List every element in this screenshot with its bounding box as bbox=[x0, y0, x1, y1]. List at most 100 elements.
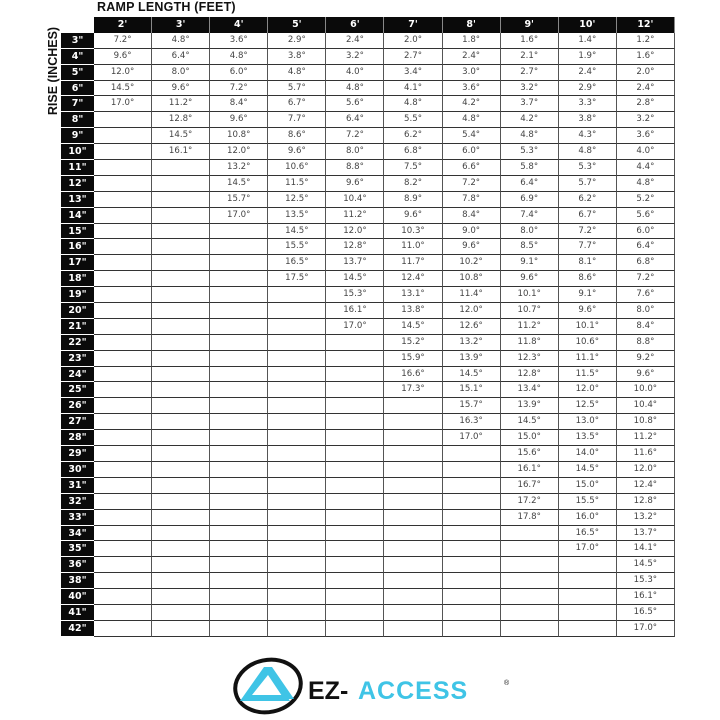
angle-cell: 11.4° bbox=[442, 287, 501, 304]
angle-cell bbox=[94, 207, 153, 224]
rise-label: 4" bbox=[61, 48, 94, 65]
angle-cell bbox=[152, 366, 211, 383]
angle-cell: 8.8° bbox=[326, 160, 385, 176]
angle-cell bbox=[326, 366, 385, 383]
angle-cell: 3.6° bbox=[210, 32, 269, 49]
angle-cell: 14.5° bbox=[152, 128, 211, 145]
angle-cell bbox=[268, 334, 327, 351]
angle-cell: 8.6° bbox=[558, 271, 617, 288]
angle-cell: 10.8° bbox=[210, 128, 269, 145]
angle-cell: 13.2° bbox=[442, 334, 501, 351]
angle-cell: 15.5° bbox=[268, 239, 327, 256]
angle-cell bbox=[558, 604, 617, 621]
angle-cell: 3.2° bbox=[326, 48, 385, 65]
angle-cell: 7.6° bbox=[616, 287, 675, 304]
angle-cell bbox=[94, 509, 153, 526]
angle-cell bbox=[268, 620, 327, 637]
table-row: 18" 17.5° 14.5° 12.4° 10.8° 9.6° 8.6° 7.2° bbox=[61, 271, 675, 288]
angle-cell: 9.6° bbox=[326, 175, 385, 192]
angle-cell: 9.6° bbox=[268, 144, 327, 161]
angle-cell bbox=[94, 430, 153, 447]
angle-cell bbox=[268, 414, 327, 431]
rise-label: 18" bbox=[61, 271, 94, 288]
angle-cell: 14.5° bbox=[94, 80, 153, 97]
angle-cell: 6.7° bbox=[558, 207, 617, 224]
rise-label: 3" bbox=[61, 32, 94, 49]
angle-cell bbox=[268, 541, 327, 558]
angle-cell: 2.9° bbox=[268, 32, 327, 49]
angle-cell: 5.6° bbox=[326, 96, 385, 113]
angle-cell bbox=[152, 509, 211, 526]
angle-cell bbox=[268, 525, 327, 542]
angle-cell bbox=[152, 620, 211, 637]
angle-cell: 3.6° bbox=[616, 128, 675, 145]
angle-cell bbox=[326, 557, 385, 574]
angle-cell: 11.1° bbox=[558, 350, 617, 367]
angle-cell: 6.4° bbox=[616, 239, 675, 256]
angle-cell bbox=[94, 128, 153, 145]
angle-cell: 7.5° bbox=[384, 160, 443, 176]
angle-cell: 16.1° bbox=[326, 303, 385, 319]
angle-cell bbox=[442, 589, 501, 605]
angle-cell bbox=[210, 398, 269, 415]
angle-cell: 4.8° bbox=[152, 32, 211, 49]
table-row: 40" 16.1° bbox=[61, 589, 675, 605]
angle-cell: 2.4° bbox=[326, 32, 385, 49]
angle-cell: 8.0° bbox=[326, 144, 385, 161]
angle-cell: 8.8° bbox=[616, 334, 675, 351]
angle-cell bbox=[94, 446, 153, 462]
angle-cell: 2.8° bbox=[616, 96, 675, 113]
angle-cell bbox=[152, 461, 211, 478]
angle-cell bbox=[326, 525, 385, 542]
angle-cell bbox=[500, 541, 559, 558]
logo-ring-icon bbox=[233, 657, 303, 715]
rise-label: 27" bbox=[61, 414, 94, 431]
angle-cell bbox=[152, 557, 211, 574]
table-row: 6" 14.5° 9.6° 7.2° 5.7° 4.8° 4.1° 3.6° 3.2° 2.9° 2… bbox=[61, 80, 675, 97]
table-row: 26" 15.7° 13.9° 12.5° 10.4° bbox=[61, 398, 675, 415]
angle-cell: 1.9° bbox=[558, 48, 617, 65]
angle-cell: 17.8° bbox=[500, 509, 559, 526]
angle-cell: 7.2° bbox=[558, 223, 617, 240]
angle-cell: 6.8° bbox=[616, 255, 675, 272]
angle-cell: 6.0° bbox=[210, 64, 269, 81]
angle-cell bbox=[326, 509, 385, 526]
column-header: 9' bbox=[500, 17, 559, 33]
angle-cell: 13.8° bbox=[384, 303, 443, 319]
angle-cell: 5.3° bbox=[558, 160, 617, 176]
angle-cell: 13.9° bbox=[500, 398, 559, 415]
angle-cell: 2.0° bbox=[616, 64, 675, 81]
rise-label: 41" bbox=[61, 604, 94, 621]
angle-cell: 11.2° bbox=[616, 430, 675, 447]
angle-cell: 8.0° bbox=[500, 223, 559, 240]
angle-cell: 11.6° bbox=[616, 446, 675, 462]
angle-cell: 12.0° bbox=[210, 144, 269, 161]
angle-cell: 9.1° bbox=[558, 287, 617, 304]
angle-cell: 9.6° bbox=[558, 303, 617, 319]
angle-cell: 15.9° bbox=[384, 350, 443, 367]
angle-cell: 17.3° bbox=[384, 382, 443, 399]
angle-cell: 14.5° bbox=[558, 461, 617, 478]
angle-cell: 10.2° bbox=[442, 255, 501, 272]
angle-cell: 4.1° bbox=[384, 80, 443, 97]
angle-cell: 4.8° bbox=[558, 144, 617, 161]
angle-cell bbox=[152, 255, 211, 272]
angle-cell bbox=[94, 144, 153, 161]
table-row: 16" 15.5° 12.8° 11.0° 9.6° 8.5° 7.7° 6.4° bbox=[61, 239, 675, 256]
angle-cell bbox=[442, 604, 501, 621]
rise-label: 38" bbox=[61, 573, 94, 590]
angle-cell bbox=[442, 509, 501, 526]
angle-cell bbox=[152, 525, 211, 542]
angle-cell: 7.7° bbox=[558, 239, 617, 256]
angle-cell: 11.0° bbox=[384, 239, 443, 256]
angle-cell: 8.2° bbox=[384, 175, 443, 192]
table-row: 42" 17.0° bbox=[61, 620, 675, 637]
angle-cell bbox=[152, 589, 211, 605]
angle-cell: 9.6° bbox=[500, 271, 559, 288]
table-row: 4" 9.6° 6.4° 4.8° 3.8° 3.2° 2.7° 2.4° 2.1° 1.9° 1.… bbox=[61, 48, 675, 65]
angle-cell: 16.5° bbox=[558, 525, 617, 542]
angle-cell bbox=[442, 446, 501, 462]
angle-cell bbox=[94, 461, 153, 478]
angle-cell bbox=[442, 620, 501, 637]
ramp-angle-table: 2' 3' 4' 5' 6' 7' 8' 9' 10' 12' 3" 7.2° 4.8° 3.6° 2.9°… bbox=[61, 17, 675, 637]
